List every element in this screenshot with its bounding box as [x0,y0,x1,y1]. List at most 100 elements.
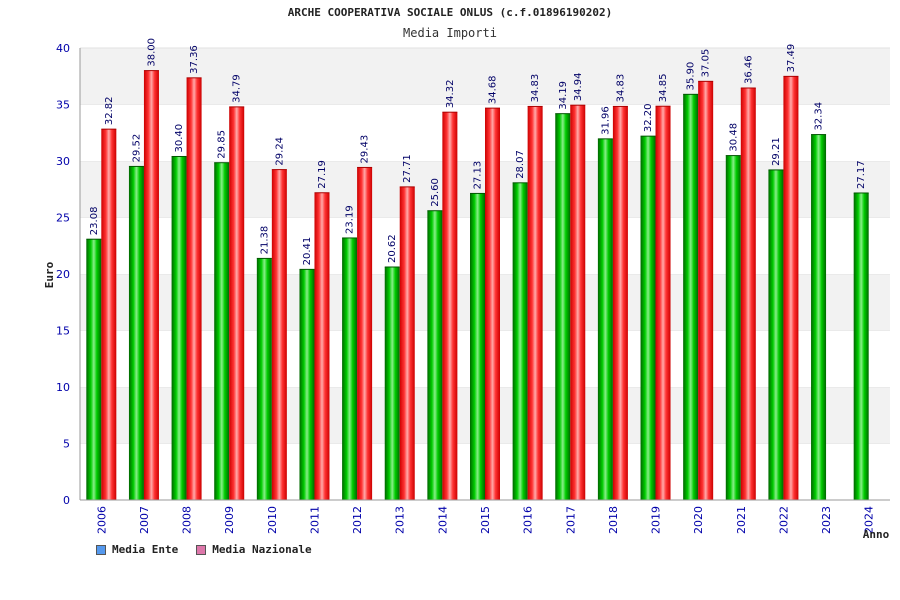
data-label-nazionale: 34.94 [573,73,584,102]
y-tick-label: 25 [56,212,70,225]
bar-media-nazionale [271,169,287,500]
x-tick-label: 2015 [479,506,492,534]
data-label-ente: 32.20 [643,103,654,132]
y-tick-label: 20 [56,268,70,281]
x-tick-label: 2009 [223,506,236,534]
data-label-nazionale: 34.85 [658,74,669,103]
x-axis: 2006 2007 2008 2009 2010 2011 2012 2013 2014 2015… [80,499,890,534]
y-tick-label: 35 [56,99,70,112]
data-label-ente: 30.48 [728,123,739,152]
data-label-ente: 34.19 [558,81,569,110]
data-label-ente: 23.08 [89,207,100,236]
bar-media-ente [853,192,869,500]
data-label-ente: 29.85 [217,130,228,159]
bar-media-nazionale [485,108,500,500]
legend-swatch-ente [96,544,106,555]
bars: 23.08 32.82 29.52 38.00 30.40 37.36 29.85 34.79… [86,38,869,501]
bar-media-nazionale [655,106,671,500]
y-axis-label: Euro [43,261,56,288]
y-tick-label: 30 [56,155,70,168]
x-tick-label: 2012 [351,506,364,534]
x-tick-label: 2016 [522,506,535,534]
data-label-nazionale: 34.79 [232,74,243,103]
data-label-ente: 29.21 [771,137,782,166]
bar-media-ente [299,269,315,500]
bar-media-ente [768,169,784,500]
y-axis: 0 5 10 15 20 25 30 35 40 [56,42,81,507]
bar-media-nazionale [229,106,245,501]
bar-media-ente [555,113,571,500]
data-label-nazionale: 37.36 [189,45,200,74]
bar-media-ente [725,155,741,501]
bar-media-ente [342,237,358,500]
bar-media-ente [86,239,102,501]
y-tick-label: 15 [56,325,70,338]
x-tick-label: 2007 [138,506,151,534]
bar-media-ente [427,210,443,500]
bar-media-nazionale [314,192,330,501]
data-label-ente: 27.17 [856,160,867,189]
data-label-ente: 21.38 [259,226,270,255]
data-label-ente: 23.19 [345,205,356,234]
legend-label-nazionale: Media Nazionale [212,543,312,556]
bar-media-ente [384,266,400,500]
legend-label-ente: Media Ente [112,543,179,556]
data-label-ente: 20.62 [387,234,398,263]
bar-media-nazionale [612,106,628,501]
y-tick-label: 40 [56,42,70,55]
legend-item-nazionale: Media Nazionale [196,543,312,556]
bar-media-nazionale [357,167,373,501]
x-tick-label: 2020 [692,506,705,534]
x-tick-label: 2017 [564,506,577,534]
bar-media-nazionale [570,105,586,500]
x-tick-label: 2024 [863,506,876,534]
legend-swatch-nazionale [196,544,207,555]
bar-media-ente [640,136,656,500]
data-label-nazionale: 34.68 [488,75,499,104]
x-tick-label: 2008 [181,506,194,534]
y-tick-label: 0 [63,494,70,507]
bar-media-nazionale [442,112,458,501]
x-tick-label: 2021 [735,506,748,534]
data-label-nazionale: 37.05 [701,49,712,78]
x-tick-label: 2013 [394,506,407,534]
legend: Media Ente Media Nazionale [96,543,312,556]
data-label-nazionale: 27.71 [402,154,413,183]
data-label-ente: 28.07 [515,150,526,179]
data-label-ente: 32.34 [814,102,825,131]
legend-item-ente: Media Ente [96,543,178,556]
bar-media-nazionale [698,81,714,501]
data-label-ente: 30.40 [174,124,185,153]
y-tick-label: 10 [56,381,70,394]
x-tick-label: 2014 [436,506,449,534]
data-label-nazionale: 36.46 [743,55,754,84]
bar-media-ente [470,193,485,500]
bar-media-ente [128,166,144,500]
bar-media-ente [512,182,528,500]
bar-media-nazionale [399,186,415,500]
bar-media-nazionale [143,70,159,500]
bar-media-ente [256,258,272,500]
data-label-nazionale: 34.83 [530,74,541,103]
bar-media-nazionale [783,76,799,500]
bar-media-ente [171,156,187,501]
chart-subtitle: Media Importi [403,26,497,40]
x-tick-label: 2006 [95,506,108,534]
data-label-ente: 35.90 [686,62,697,91]
x-axis-label: Anno [863,528,890,541]
x-tick-label: 2011 [308,506,321,534]
x-tick-label: 2022 [777,506,790,534]
data-label-nazionale: 37.49 [786,44,797,73]
bar-media-ente [597,138,613,501]
data-label-ente: 20.41 [302,237,313,266]
x-tick-label: 2023 [820,506,833,534]
data-label-ente: 29.52 [131,134,142,163]
data-label-nazionale: 27.19 [317,160,328,189]
y-tick-label: 5 [63,438,70,451]
bar-media-nazionale [527,106,543,501]
x-tick-label: 2010 [266,506,279,534]
bar-media-ente [214,162,230,500]
data-label-nazionale: 34.83 [615,74,626,103]
data-label-ente: 31.96 [600,106,611,135]
